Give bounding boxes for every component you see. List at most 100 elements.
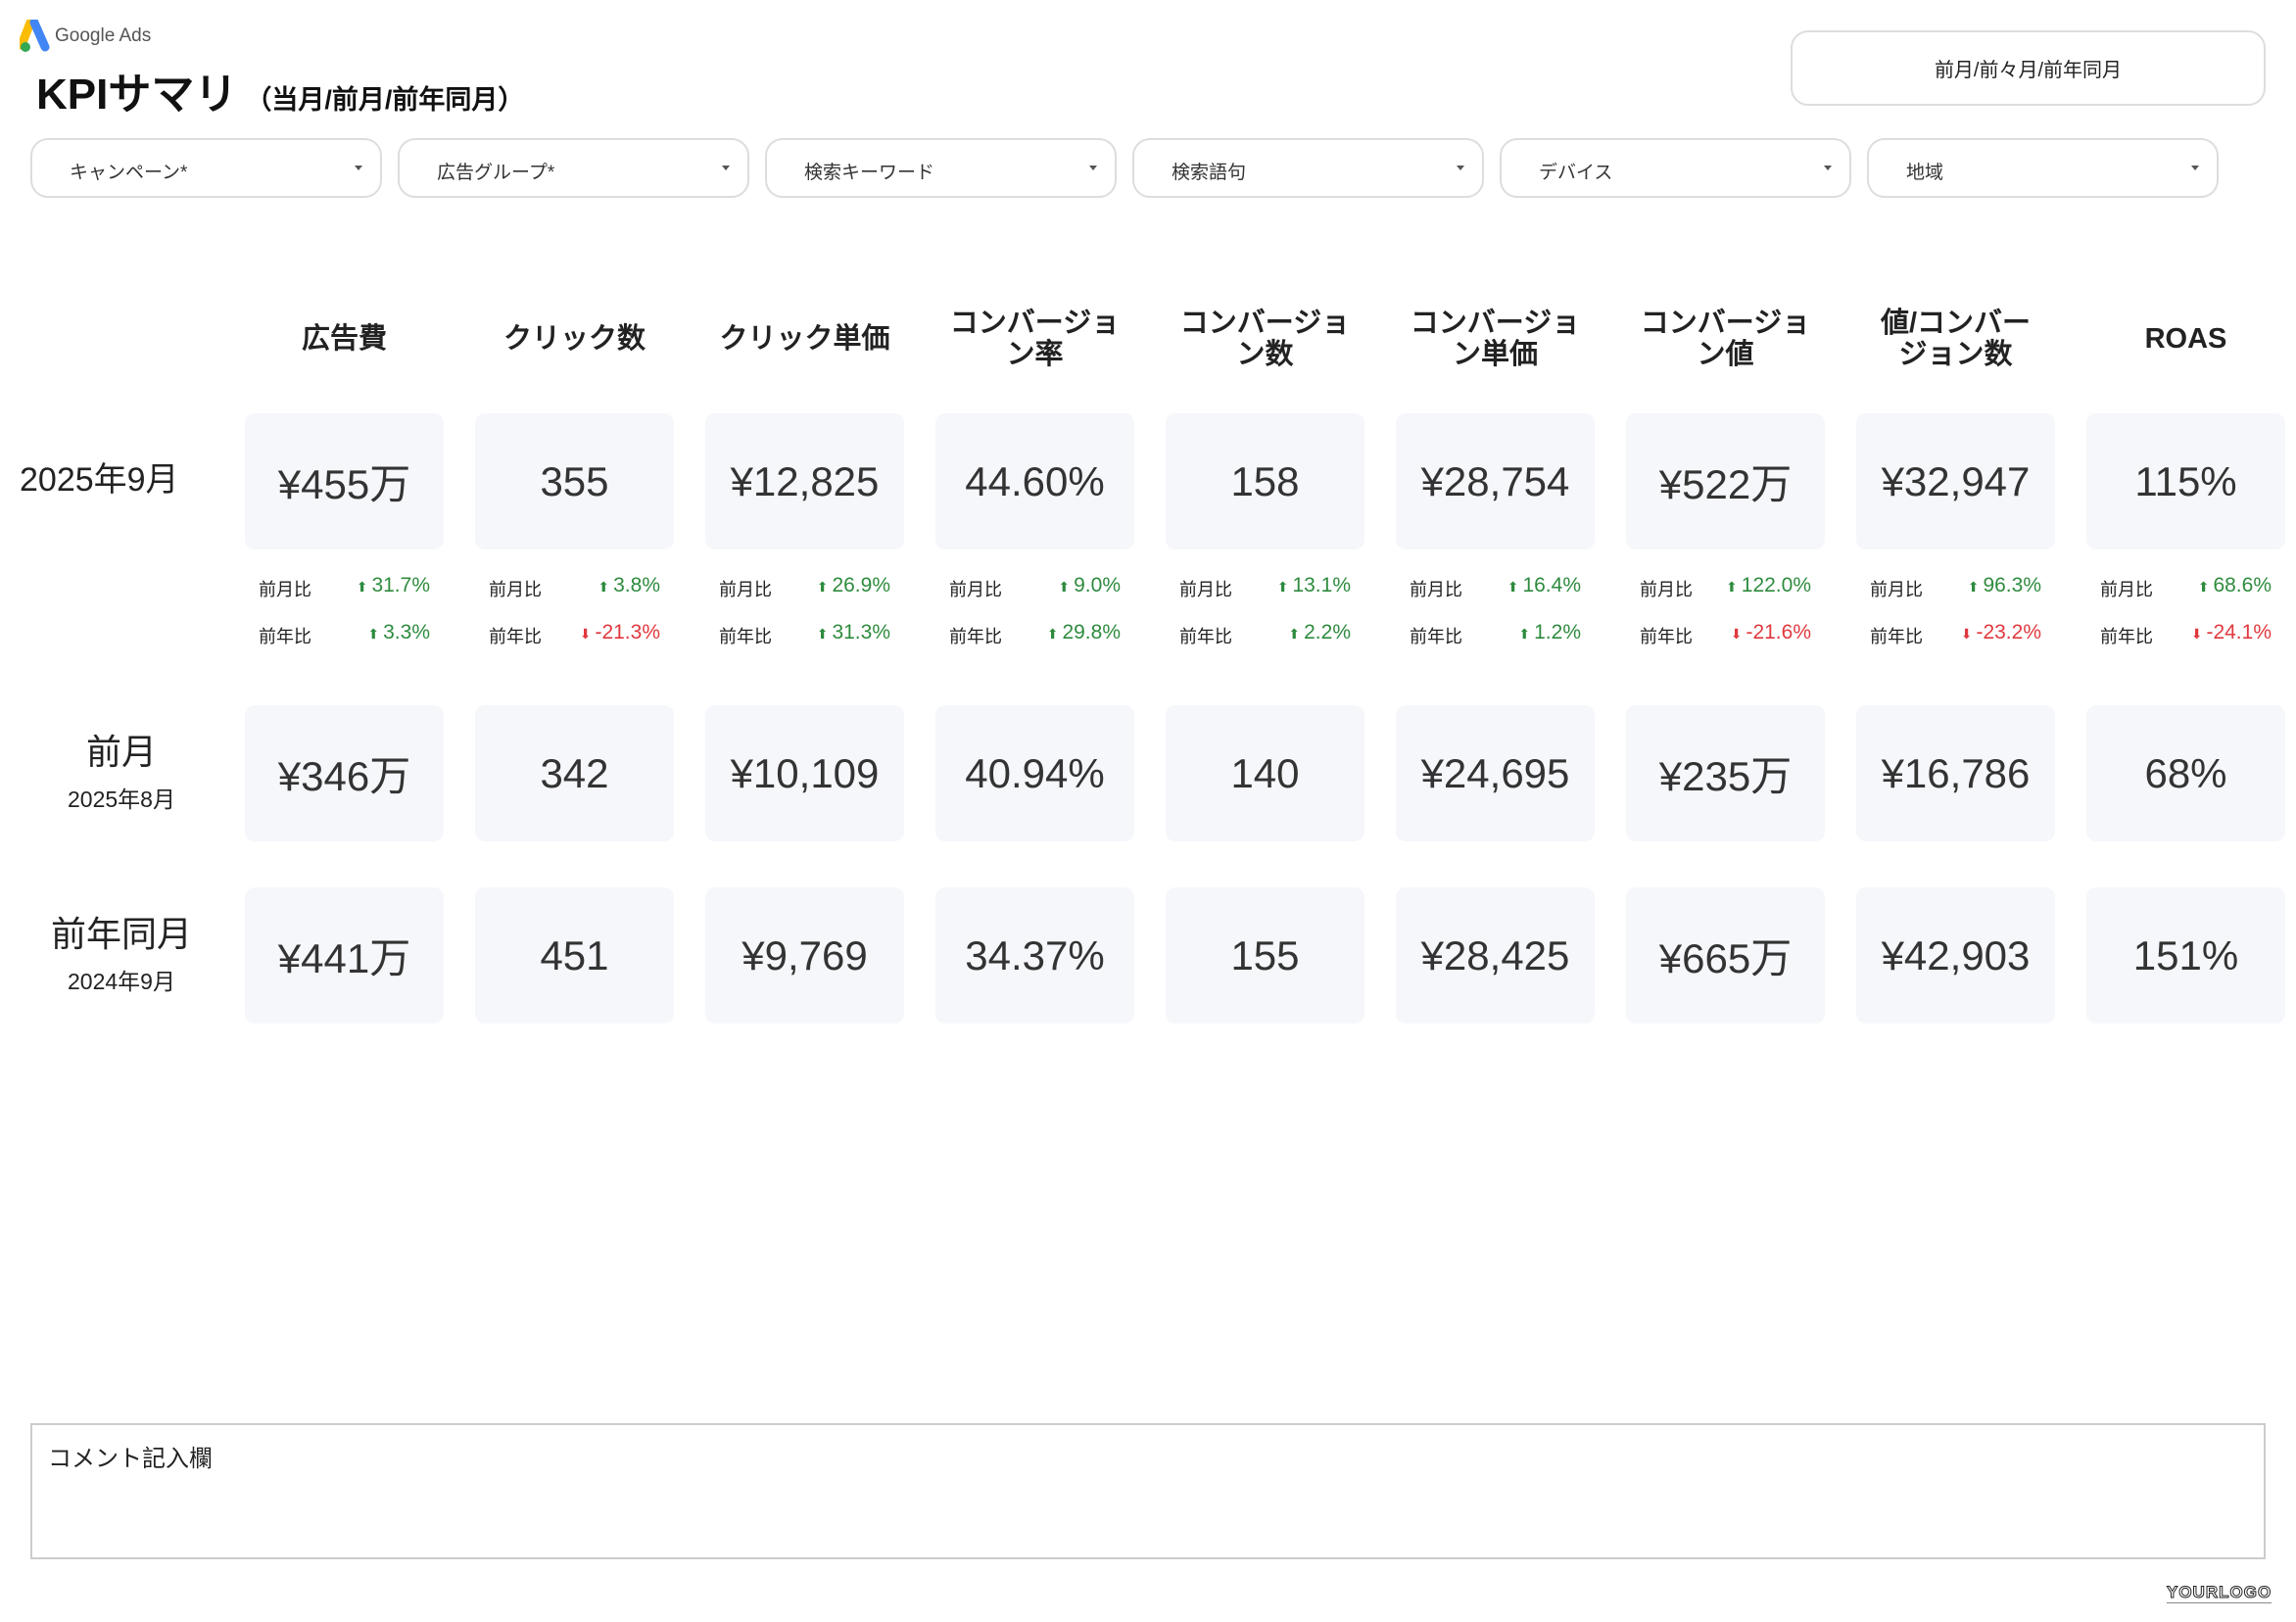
logo-text: Google Ads xyxy=(55,25,152,46)
filter-dropdown[interactable]: 広告グループ* xyxy=(398,138,749,198)
your-logo: YOURLOGO xyxy=(2166,1583,2272,1603)
yoy-label: 前年比 xyxy=(1410,627,1462,646)
arrow-up-icon: ⬆ xyxy=(1046,626,1059,642)
change-text: 3.8% xyxy=(613,574,660,596)
mom-label: 前月比 xyxy=(1870,580,1923,599)
chevron-down-icon xyxy=(722,166,730,170)
change-text: 31.3% xyxy=(832,621,890,644)
change-text: -21.6% xyxy=(1746,621,1811,644)
yoy-change-value: ⬇ -21.3% xyxy=(543,621,660,644)
yoy-change-value: ⬆ 2.2% xyxy=(1233,621,1351,644)
yoy-label: 前年比 xyxy=(1179,627,1232,646)
mom-change-value: ⬆ 9.0% xyxy=(1003,574,1121,597)
kpi-value-card: 451 xyxy=(475,887,674,1024)
column-header: ROAS xyxy=(2144,322,2227,355)
row-label: 前月 xyxy=(85,732,157,772)
arrow-up-icon: ⬆ xyxy=(816,579,829,595)
kpi-value-card: ¥32,947 xyxy=(1856,413,2055,549)
yoy-label: 前年比 xyxy=(259,627,311,646)
google-ads-icon xyxy=(20,20,50,52)
title-text: KPIサマリ xyxy=(36,71,238,119)
yoy-change-value: ⬆ 31.3% xyxy=(773,621,890,644)
mom-change-value: ⬆ 96.3% xyxy=(1924,574,2041,597)
change-text: -21.3% xyxy=(595,621,660,644)
column-header: コンバージョ ン値 xyxy=(1640,307,1811,370)
kpi-value-card: ¥522万 xyxy=(1626,413,1825,549)
kpi-value-card: 355 xyxy=(475,413,674,549)
column-header: 広告費 xyxy=(301,322,387,355)
chevron-down-icon xyxy=(2191,166,2199,170)
filter-dropdown[interactable]: 検索キーワード xyxy=(765,138,1117,198)
change-text: 122.0% xyxy=(1741,574,1811,596)
column-header: コンバージョ ン率 xyxy=(949,307,1121,370)
filter-label: キャンペーン* xyxy=(70,163,188,183)
filter-label: 地域 xyxy=(1906,163,1944,183)
change-text: 26.9% xyxy=(832,574,890,596)
row-label: 前年同月 xyxy=(50,914,192,954)
kpi-value-card: ¥24,695 xyxy=(1396,705,1595,841)
kpi-value-card: ¥28,425 xyxy=(1396,887,1595,1024)
filter-label: 検索キーワード xyxy=(804,163,935,183)
mom-label: 前月比 xyxy=(1410,580,1462,599)
filter-label: 検索語句 xyxy=(1172,163,1247,183)
filter-dropdown[interactable]: デバイス xyxy=(1500,138,1851,198)
arrow-up-icon: ⬆ xyxy=(1058,579,1071,595)
kpi-value-card: ¥441万 xyxy=(245,887,444,1024)
row-sublabel: 2025年8月 xyxy=(68,787,175,812)
change-text: 68.6% xyxy=(2213,574,2272,596)
kpi-value-card: ¥12,825 xyxy=(705,413,904,549)
filter-label: 広告グループ* xyxy=(437,163,555,183)
arrow-up-icon: ⬆ xyxy=(356,579,368,595)
kpi-value-card: ¥28,754 xyxy=(1396,413,1595,549)
kpi-value-card: 34.37% xyxy=(935,887,1134,1024)
filter-dropdown[interactable]: 検索語句 xyxy=(1132,138,1484,198)
mom-change-value: ⬆ 16.4% xyxy=(1463,574,1581,597)
change-text: 16.4% xyxy=(1522,574,1581,596)
page-title: KPIサマリ （当月/前月/前年同月） xyxy=(36,59,524,121)
kpi-value-card: 140 xyxy=(1166,705,1364,841)
mom-label: 前月比 xyxy=(949,580,1002,599)
arrow-down-icon: ⬇ xyxy=(579,626,592,642)
chevron-down-icon xyxy=(1089,166,1097,170)
arrow-up-icon: ⬆ xyxy=(367,626,380,642)
column-header: コンバージョ ン単価 xyxy=(1410,307,1581,370)
change-text: -23.2% xyxy=(1976,621,2041,644)
column-header: 値/コンバー ジョン数 xyxy=(1880,307,2032,370)
yoy-change-value: ⬆ 3.3% xyxy=(312,621,430,644)
period-selector-button[interactable]: 前月/前々月/前年同月 xyxy=(1791,30,2266,106)
arrow-up-icon: ⬆ xyxy=(2197,579,2210,595)
arrow-down-icon: ⬇ xyxy=(1960,626,1973,642)
arrow-down-icon: ⬇ xyxy=(1730,626,1743,642)
change-text: 29.8% xyxy=(1062,621,1121,644)
mom-label: 前月比 xyxy=(719,580,772,599)
comment-label: コメント記入欄 xyxy=(48,1446,213,1472)
yoy-change-value: ⬇ -23.2% xyxy=(1924,621,2041,644)
kpi-value-card: 44.60% xyxy=(935,413,1134,549)
arrow-up-icon: ⬆ xyxy=(1507,579,1519,595)
kpi-value-card: ¥665万 xyxy=(1626,887,1825,1024)
filter-dropdown[interactable]: 地域 xyxy=(1867,138,2219,198)
change-text: 96.3% xyxy=(1983,574,2041,596)
row-label-current: 2025年9月 xyxy=(20,461,179,499)
mom-label: 前月比 xyxy=(1640,580,1693,599)
kpi-value-card: 151% xyxy=(2086,887,2285,1024)
filter-dropdown[interactable]: キャンペーン* xyxy=(30,138,382,198)
chevron-down-icon xyxy=(1824,166,1832,170)
change-text: 13.1% xyxy=(1292,574,1351,596)
arrow-up-icon: ⬆ xyxy=(1288,626,1301,642)
comment-box[interactable]: コメント記入欄 xyxy=(30,1423,2266,1559)
column-header: コンバージョ ン数 xyxy=(1179,307,1351,370)
yoy-label: 前年比 xyxy=(1870,627,1923,646)
google-ads-logo: Google Ads xyxy=(20,20,151,53)
mom-change-value: ⬆ 68.6% xyxy=(2154,574,2272,597)
kpi-value-card: 115% xyxy=(2086,413,2285,549)
row-sublabel: 2024年9月 xyxy=(68,969,175,994)
kpi-value-card: ¥455万 xyxy=(245,413,444,549)
kpi-value-card: 68% xyxy=(2086,705,2285,841)
column-header: クリック単価 xyxy=(719,322,890,355)
kpi-value-card: 40.94% xyxy=(935,705,1134,841)
kpi-value-card: 155 xyxy=(1166,887,1364,1024)
change-text: 1.2% xyxy=(1534,621,1581,644)
yoy-label: 前年比 xyxy=(1640,627,1693,646)
mom-change-value: ⬆ 31.7% xyxy=(312,574,430,597)
